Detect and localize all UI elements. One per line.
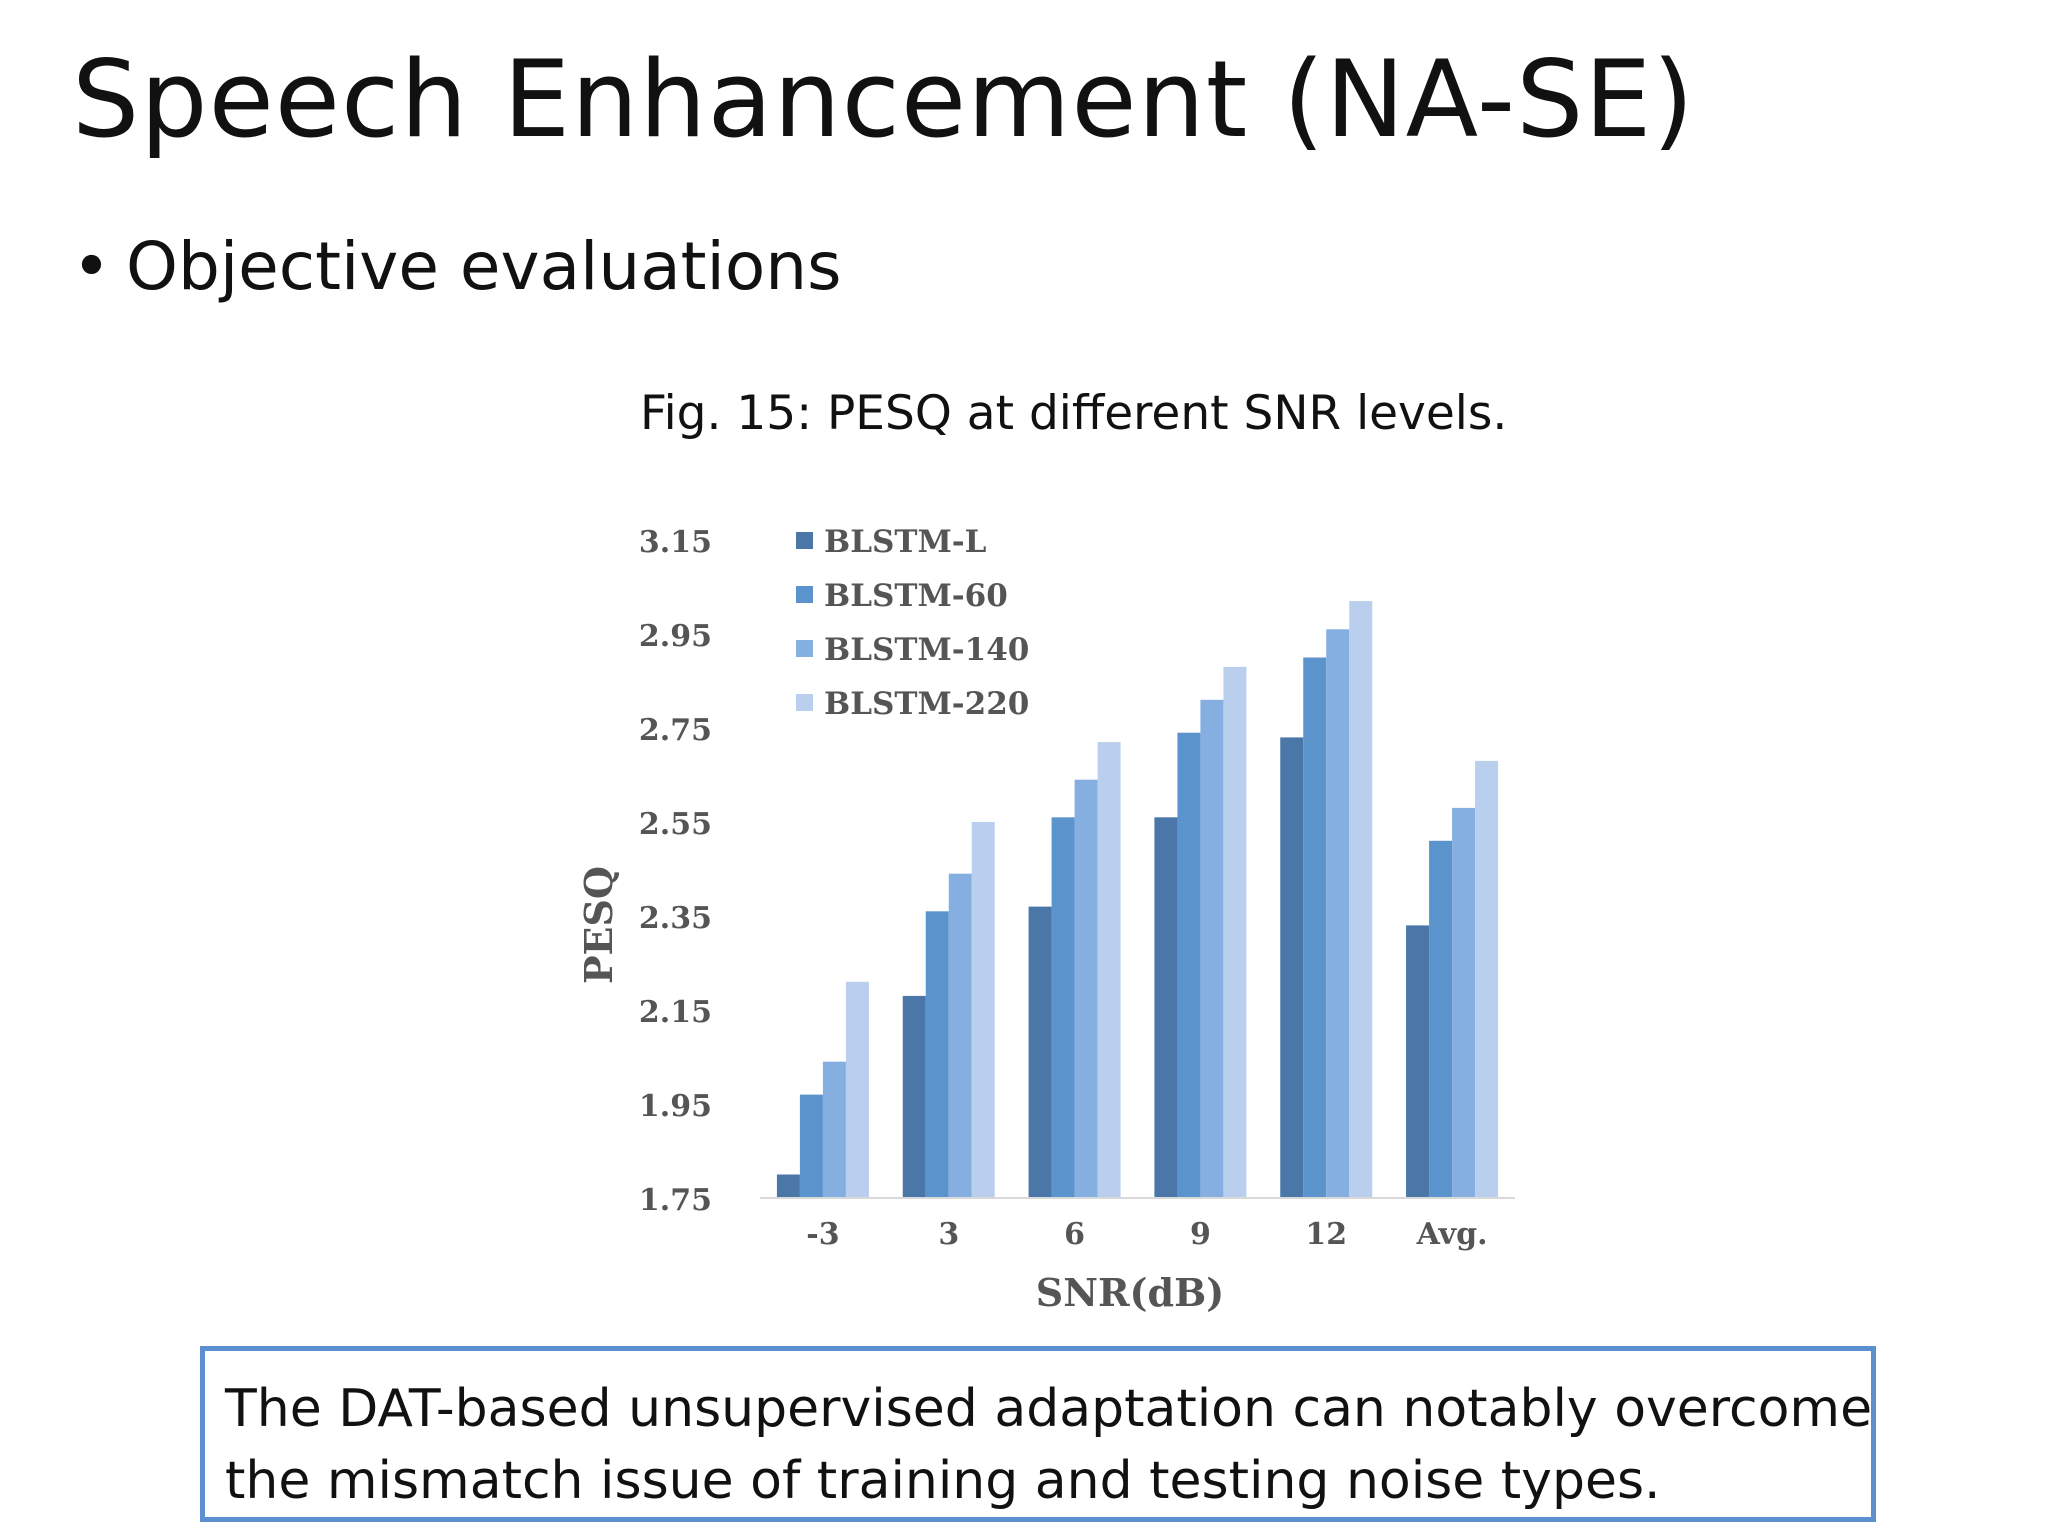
figure-caption: Fig. 15: PESQ at different SNR levels. [640, 386, 1508, 441]
bar-blstm-140-6 [1074, 779, 1098, 1198]
legend-swatch [796, 694, 813, 711]
y-tick-label: 1.75 [639, 1183, 712, 1218]
bar-blstm-220-6 [1097, 742, 1121, 1198]
bar-blstm-220--3 [845, 981, 869, 1198]
y-axis-ticks: 3.15 2.95 2.75 2.55 2.35 2.15 1.95 1.75 [639, 525, 712, 1218]
legend-swatch [796, 532, 813, 549]
y-tick-label: 1.95 [639, 1089, 712, 1124]
bar-blstm-60-6 [1051, 817, 1075, 1198]
legend-swatch [796, 640, 813, 657]
bar-blstm-l-9 [1154, 817, 1178, 1198]
y-tick-label: 2.15 [639, 995, 712, 1030]
x-axis-ticks: -3 3 6 9 12 Avg. [806, 1217, 1487, 1252]
bar-blstm-l-3 [902, 995, 926, 1198]
bar-blstm-60-avg [1429, 840, 1453, 1198]
conclusion-line-2: the mismatch issue of training and testi… [225, 1451, 1661, 1511]
bar-blstm-140-avg [1452, 807, 1476, 1198]
bullet-objective-evaluations: • Objective evaluations [72, 228, 841, 305]
x-axis-label: SNR(dB) [1036, 1270, 1224, 1315]
bullet-text: Objective evaluations [126, 228, 842, 305]
x-tick-label: 9 [1190, 1217, 1211, 1252]
bar-blstm-60-3 [925, 911, 949, 1198]
x-tick-label: 12 [1305, 1217, 1347, 1252]
bar-blstm-l-avg [1406, 925, 1430, 1198]
x-tick-label: Avg. [1416, 1217, 1488, 1252]
legend: BLSTM-L BLSTM-60 BLSTM-140 BLSTM-220 [796, 524, 1029, 722]
bar-blstm-140-9 [1200, 699, 1224, 1198]
bar-blstm-60--3 [799, 1094, 823, 1198]
conclusion-line-1: The DAT-based unsupervised adaptation ca… [225, 1379, 1873, 1439]
y-axis-label: PESQ [576, 866, 621, 984]
conclusion-box: The DAT-based unsupervised adaptation ca… [200, 1346, 1876, 1522]
x-tick-label: -3 [806, 1217, 839, 1252]
bar-blstm-220-3 [971, 822, 995, 1198]
bar-blstm-140--3 [822, 1061, 846, 1198]
y-tick-label: 2.55 [639, 807, 712, 842]
y-tick-label: 2.75 [639, 713, 712, 748]
legend-swatch [796, 586, 813, 603]
bar-blstm-220-9 [1223, 666, 1247, 1198]
bullet-dot: • [72, 228, 111, 305]
legend-label: BLSTM-L [824, 524, 987, 560]
x-tick-label: 3 [938, 1217, 959, 1252]
x-tick-label: 6 [1064, 1217, 1085, 1252]
bar-blstm-220-12 [1349, 601, 1373, 1198]
y-tick-label: 2.35 [639, 901, 712, 936]
bar-blstm-l-6 [1028, 906, 1052, 1198]
bar-blstm-l--3 [776, 1174, 800, 1198]
y-tick-label: 2.95 [639, 619, 712, 654]
bar-blstm-l-12 [1280, 737, 1304, 1198]
bar-blstm-140-3 [948, 873, 972, 1198]
bar-blstm-220-avg [1475, 760, 1499, 1198]
slide-title: Speech Enhancement (NA-SE) [72, 38, 1695, 161]
bars [776, 601, 1499, 1198]
bar-blstm-60-9 [1177, 732, 1201, 1198]
bar-blstm-60-12 [1303, 657, 1327, 1198]
y-tick-label: 3.15 [639, 525, 712, 560]
legend-label: BLSTM-220 [824, 686, 1029, 722]
bar-blstm-140-12 [1326, 629, 1350, 1198]
legend-label: BLSTM-140 [824, 632, 1029, 668]
legend-label: BLSTM-60 [824, 578, 1008, 614]
